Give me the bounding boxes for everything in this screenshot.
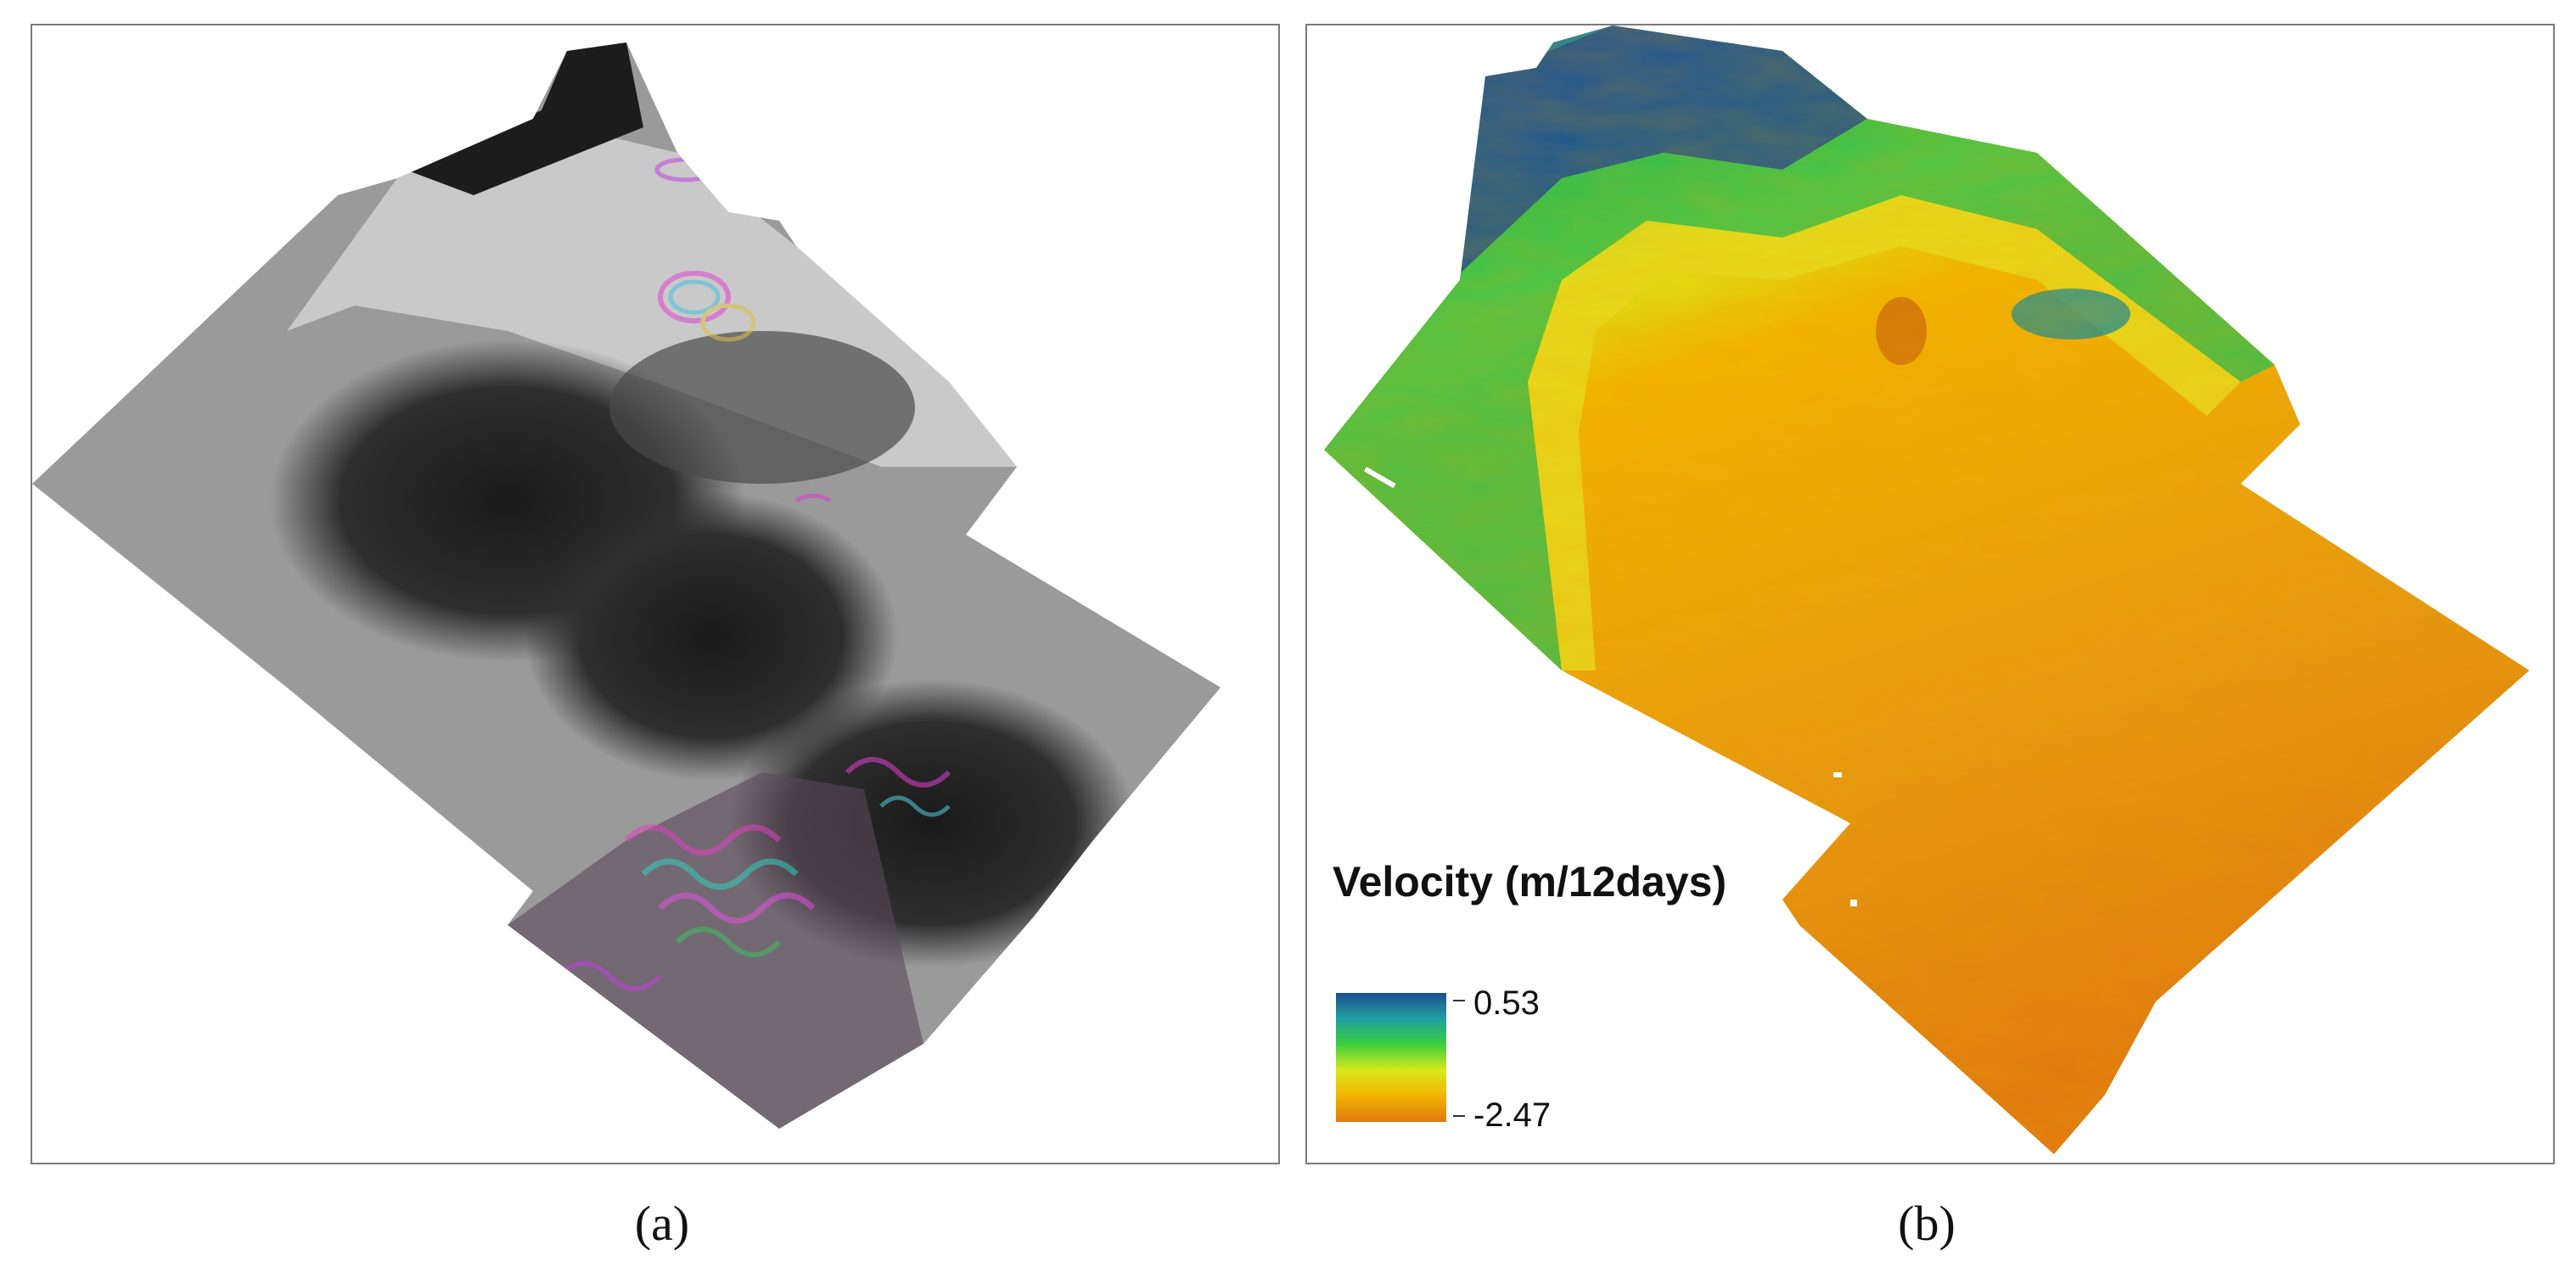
- legend-max-label: 0.53: [1473, 984, 1540, 1022]
- legend-min-label: -2.47: [1473, 1096, 1552, 1134]
- legend-tick-min: [1453, 1115, 1465, 1117]
- legend-tick-max: [1453, 1000, 1465, 1001]
- legend-color-ramp: [1336, 993, 1446, 1122]
- legend-title: Velocity (m/12days): [1333, 858, 1727, 906]
- caption-a: (a): [634, 1196, 690, 1251]
- panel-b-velocity-map: Velocity (m/12days) 0.53 -2.47: [1305, 24, 2555, 1164]
- panel-a-interferogram: [31, 24, 1280, 1164]
- interferogram-image: [32, 42, 1221, 1129]
- velocity-map-image: [1324, 25, 2529, 1154]
- speckles: [1364, 467, 1857, 906]
- caption-b: (b): [1898, 1196, 1956, 1251]
